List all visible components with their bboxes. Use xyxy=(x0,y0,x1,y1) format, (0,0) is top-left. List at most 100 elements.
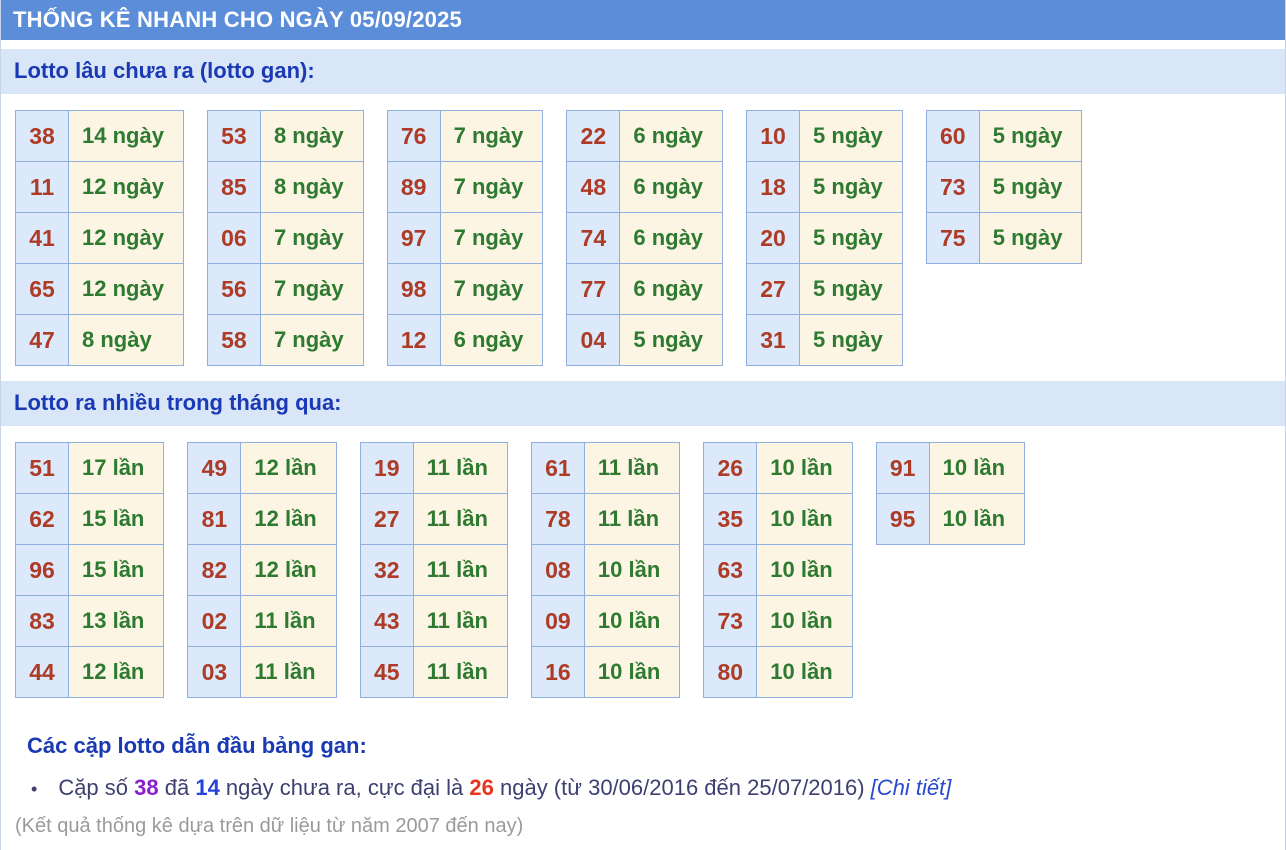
table-row: 49 12 lần xyxy=(187,442,337,494)
table-row: 22 6 ngày xyxy=(566,110,724,162)
table-row: 03 11 lần xyxy=(187,646,337,698)
lotto-number-cell: 27 xyxy=(746,263,801,315)
lotto-table: 53 8 ngày 85 8 ngày 06 7 ngày 56 7 ngày 58 7 ngày xyxy=(206,110,364,366)
frequency-cell: 10 lần xyxy=(928,442,1026,494)
frequent-tables-container: 51 17 lần 62 15 lần 96 15 lần 83 13 lần 44 12 lần… xyxy=(1,426,1285,713)
frequency-cell: 13 lần xyxy=(67,595,165,647)
leader-pair-number: 38 xyxy=(134,775,159,800)
frequency-cell: 15 lần xyxy=(67,493,165,545)
gan-days-cell: 6 ngày xyxy=(619,110,724,162)
lotto-number-cell: 82 xyxy=(187,544,242,596)
table-row: 44 12 lần xyxy=(15,646,165,698)
gan-tables-container: 38 14 ngày 11 12 ngày 41 12 ngày 65 12 ngày 47 8 … xyxy=(1,94,1285,381)
table-row: 63 10 lần xyxy=(703,544,853,596)
table-row: 45 11 lần xyxy=(359,646,508,698)
bullet-text-segment: Cặp số xyxy=(58,775,135,800)
frequency-cell: 10 lần xyxy=(756,595,853,647)
lotto-number-cell: 48 xyxy=(566,161,621,213)
frequency-cell: 10 lần xyxy=(583,646,681,698)
lotto-number-cell: 78 xyxy=(530,493,585,545)
table-row: 85 8 ngày xyxy=(206,161,364,213)
lotto-number-cell: 63 xyxy=(703,544,758,596)
table-row: 48 6 ngày xyxy=(566,161,724,213)
table-row: 19 11 lần xyxy=(359,442,508,494)
frequency-cell: 15 lần xyxy=(67,544,165,596)
lotto-table: 26 10 lần 35 10 lần 63 10 lần 73 10 lần 80 10 lần xyxy=(703,442,853,698)
lotto-number-cell: 76 xyxy=(386,110,441,162)
frequency-cell: 12 lần xyxy=(240,493,337,545)
table-row: 75 5 ngày xyxy=(925,212,1083,264)
gan-days-cell: 8 ngày xyxy=(68,314,184,366)
table-row: 78 11 lần xyxy=(530,493,681,545)
lotto-number-cell: 09 xyxy=(530,595,585,647)
gan-days-cell: 12 ngày xyxy=(68,263,184,315)
lotto-number-cell: 98 xyxy=(386,263,441,315)
lotto-number-cell: 56 xyxy=(206,263,261,315)
lotto-number-cell: 49 xyxy=(187,442,242,494)
gan-days-cell: 5 ngày xyxy=(978,212,1083,264)
frequency-cell: 10 lần xyxy=(583,544,681,596)
lotto-number-cell: 80 xyxy=(703,646,758,698)
lotto-number-cell: 73 xyxy=(925,161,980,213)
lotto-number-cell: 97 xyxy=(386,212,441,264)
table-row: 27 5 ngày xyxy=(746,263,903,315)
gan-days-cell: 5 ngày xyxy=(799,161,903,213)
table-row: 27 11 lần xyxy=(359,493,508,545)
detail-link[interactable]: [Chi tiết] xyxy=(870,775,952,800)
lotto-number-cell: 19 xyxy=(359,442,414,494)
lotto-number-cell: 47 xyxy=(15,314,69,366)
frequency-cell: 12 lần xyxy=(240,544,337,596)
lotto-number-cell: 95 xyxy=(875,493,930,545)
lotto-number-cell: 83 xyxy=(15,595,69,647)
lotto-number-cell: 03 xyxy=(187,646,242,698)
lotto-number-cell: 53 xyxy=(206,110,261,162)
lotto-number-cell: 91 xyxy=(875,442,930,494)
lotto-number-cell: 44 xyxy=(15,646,69,698)
lotto-table: 38 14 ngày 11 12 ngày 41 12 ngày 65 12 ngày 47 8 … xyxy=(15,110,184,366)
section-gan-header: Lotto lâu chưa ra (lotto gan): xyxy=(1,49,1285,94)
lotto-number-cell: 27 xyxy=(359,493,414,545)
lotto-number-cell: 20 xyxy=(746,212,801,264)
table-row: 91 10 lần xyxy=(875,442,1026,494)
footer-note: (Kết quả thống kê dựa trên dữ liệu từ nă… xyxy=(15,815,524,837)
frequency-cell: 10 lần xyxy=(756,493,853,545)
lotto-number-cell: 77 xyxy=(566,263,621,315)
table-row: 51 17 lần xyxy=(15,442,165,494)
table-row: 38 14 ngày xyxy=(15,110,184,162)
gan-days-cell: 7 ngày xyxy=(439,212,544,264)
lotto-number-cell: 10 xyxy=(746,110,801,162)
table-row: 16 10 lần xyxy=(530,646,681,698)
lotto-number-cell: 45 xyxy=(359,646,414,698)
frequency-cell: 11 lần xyxy=(583,442,681,494)
frequency-cell: 10 lần xyxy=(756,544,853,596)
lotto-number-cell: 73 xyxy=(703,595,758,647)
table-row: 12 6 ngày xyxy=(386,314,544,366)
table-row: 56 7 ngày xyxy=(206,263,364,315)
table-row: 74 6 ngày xyxy=(566,212,724,264)
lotto-table: 19 11 lần 27 11 lần 32 11 lần 43 11 lần 45 11 lần xyxy=(359,442,508,698)
gan-days-cell: 6 ngày xyxy=(439,314,544,366)
lotto-table: 49 12 lần 81 12 lần 82 12 lần 02 11 lần 03 11 lần xyxy=(187,442,337,698)
gan-days-cell: 5 ngày xyxy=(799,314,903,366)
lotto-number-cell: 61 xyxy=(530,442,585,494)
table-row: 96 15 lần xyxy=(15,544,165,596)
gan-days-cell: 6 ngày xyxy=(619,212,724,264)
frequency-cell: 12 lần xyxy=(240,442,337,494)
table-row: 58 7 ngày xyxy=(206,314,364,366)
lotto-number-cell: 26 xyxy=(703,442,758,494)
lotto-number-cell: 12 xyxy=(386,314,441,366)
table-row: 73 5 ngày xyxy=(925,161,1083,213)
lotto-number-cell: 38 xyxy=(15,110,69,162)
lotto-table: 22 6 ngày 48 6 ngày 74 6 ngày 77 6 ngày 04 5 ngày xyxy=(566,110,724,366)
leaders-section: Các cặp lotto dẫn đầu bảng gan: • Cặp số … xyxy=(1,733,1285,801)
table-row: 47 8 ngày xyxy=(15,314,184,366)
frequency-cell: 11 lần xyxy=(412,646,508,698)
gan-days-cell: 7 ngày xyxy=(259,263,364,315)
table-row: 31 5 ngày xyxy=(746,314,903,366)
table-row: 43 11 lần xyxy=(359,595,508,647)
gan-days-cell: 5 ngày xyxy=(799,212,903,264)
lotto-number-cell: 43 xyxy=(359,595,414,647)
frequency-cell: 11 lần xyxy=(412,442,508,494)
gan-days-cell: 8 ngày xyxy=(259,110,364,162)
